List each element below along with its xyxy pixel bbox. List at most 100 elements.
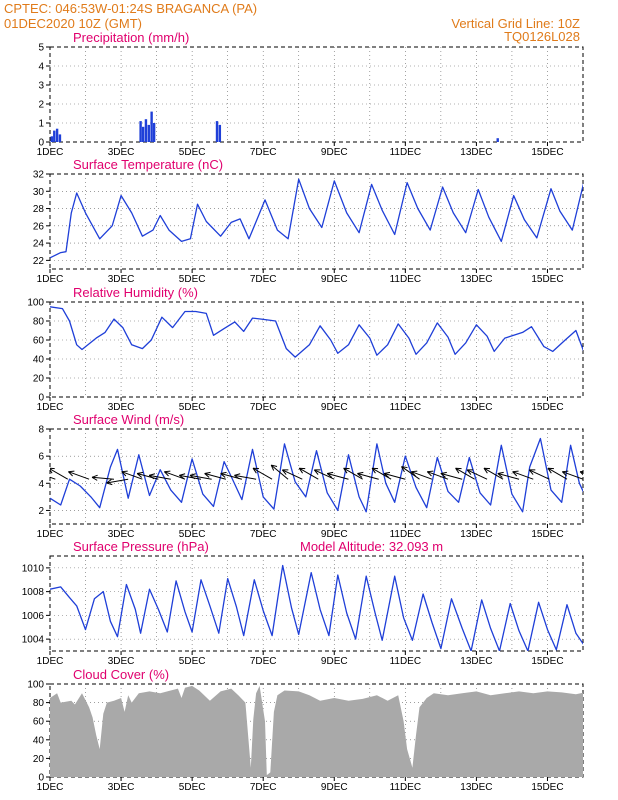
x-tick-label: 11DEC — [390, 402, 422, 413]
y-tick-label: 60 — [33, 336, 45, 347]
precip-bar — [55, 128, 59, 142]
wind-arrow — [121, 470, 143, 480]
y-tick-label: 20 — [33, 374, 45, 385]
x-tick-label: 5DEC — [179, 274, 206, 285]
wind-arrow — [410, 470, 433, 480]
precip-bar — [147, 124, 150, 142]
precip-panel: 0 1 2 3 4 5 1DEC 3DEC 5DEC 7DEC 9DEC 11DEC 13DEC 15DE… — [37, 30, 591, 158]
x-tick-label: 3DEC — [108, 147, 135, 158]
wind-arrow — [440, 471, 463, 480]
x-tick-label: 5DEC — [179, 656, 206, 667]
temp-frame — [49, 173, 584, 270]
x-tick-label: 5DEC — [179, 529, 206, 540]
x-tick-label: 1DEC — [37, 147, 64, 158]
precip-title: Precipitation (mm/h) — [73, 30, 189, 45]
header-datetime: 01DEC2020 10Z (GMT) — [4, 16, 142, 31]
pressure-series-line — [50, 564, 583, 651]
x-tick-label: 15DEC — [531, 782, 563, 793]
y-tick-label: 28 — [33, 204, 45, 215]
wind-arrow — [50, 467, 69, 480]
y-tick-label: 24 — [33, 239, 45, 250]
cloud-title: Cloud Cover (%) — [73, 667, 169, 682]
wind-arrow — [50, 476, 56, 480]
x-tick-label: 3DEC — [108, 782, 135, 793]
x-tick-label: 13DEC — [460, 529, 492, 540]
y-tick-label: 1006 — [22, 611, 45, 622]
wind-arrow — [326, 471, 349, 480]
y-tick-label: 30 — [33, 187, 45, 198]
x-tick-label: 5DEC — [179, 782, 206, 793]
y-tick-label: 0 — [38, 138, 44, 149]
y-tick-label: 3 — [38, 81, 44, 92]
x-tick-label: 11DEC — [390, 782, 422, 793]
x-tick-label: 9DEC — [321, 656, 348, 667]
precip-bar — [215, 121, 219, 142]
wind-arrow — [401, 466, 420, 480]
y-tick-label: 80 — [33, 317, 45, 328]
cloud-cover-area — [50, 685, 583, 777]
y-tick-label: 40 — [33, 355, 45, 366]
x-tick-label: 11DEC — [390, 147, 422, 158]
x-tick-label: 9DEC — [321, 274, 348, 285]
x-tick-label: 5DEC — [179, 402, 206, 413]
wind-arrow — [106, 478, 129, 486]
y-tick-label: 1010 — [22, 563, 45, 574]
y-tick-label: 4 — [38, 479, 44, 490]
x-tick-label: 15DEC — [531, 402, 563, 413]
precip-bar — [58, 134, 62, 142]
x-tick-label: 7DEC — [250, 274, 277, 285]
x-tick-label: 1DEC — [37, 402, 64, 413]
wind-arrow — [483, 467, 504, 480]
wind-arrow — [136, 471, 159, 480]
precip-bar — [589, 121, 591, 142]
x-tick-label: 13DEC — [460, 782, 492, 793]
y-tick-label: 60 — [33, 717, 45, 728]
header-code: TQ0126L028 — [504, 29, 580, 44]
wind-arrow — [383, 471, 406, 480]
rh-title: Relative Humidity (%) — [73, 285, 198, 300]
wind-arrow — [270, 464, 289, 480]
x-tick-label: 9DEC — [321, 782, 348, 793]
x-tick-label: 1DEC — [37, 782, 64, 793]
wind-arrow — [163, 470, 186, 480]
wind-arrow — [466, 469, 488, 480]
x-tick-label: 9DEC — [321, 147, 348, 158]
wind-arrow — [528, 469, 550, 480]
wind-arrow — [91, 474, 115, 481]
y-tick-label: 0 — [38, 773, 44, 784]
rh-series-line — [50, 306, 583, 358]
x-tick-label: 11DEC — [390, 529, 422, 540]
wind-title: Surface Wind (m/s) — [73, 412, 184, 427]
x-tick-label: 15DEC — [531, 274, 563, 285]
pressure-frame — [49, 555, 584, 652]
wind-arrow — [281, 469, 303, 480]
x-tick-label: 13DEC — [460, 147, 492, 158]
x-tick-label: 13DEC — [460, 274, 492, 285]
precip-bar — [218, 124, 222, 142]
x-tick-label: 13DEC — [460, 656, 492, 667]
header-grid-note: Vertical Grid Line: 10Z — [451, 16, 580, 31]
temp-title: Surface Temperature (nC) — [73, 157, 223, 172]
x-tick-label: 1DEC — [37, 274, 64, 285]
temp-panel: 22 24 26 28 30 32 1DEC 3DEC 5DEC 7DEC 9DEC 11DEC 13D… — [33, 157, 584, 285]
precip-bar — [53, 130, 56, 142]
header-location: CPTEC: 046:53W-01:24S BRAGANCA (PA) — [4, 1, 257, 16]
wind-arrow — [313, 469, 335, 480]
x-tick-label: 13DEC — [460, 402, 492, 413]
wind-arrow — [298, 467, 319, 480]
y-tick-label: 8 — [38, 425, 44, 436]
precip-bar — [139, 121, 142, 142]
rh-panel: 0 20 40 60 80 100 1DEC 3DEC 5DEC 7DEC 9DEC 11DEC 13D… — [27, 285, 584, 413]
x-tick-label: 15DEC — [531, 656, 563, 667]
y-tick-label: 20 — [33, 754, 45, 765]
x-tick-label: 3DEC — [108, 274, 135, 285]
y-tick-label: 0 — [38, 393, 44, 404]
wind-arrow — [68, 470, 90, 480]
precip-bar — [144, 119, 148, 142]
y-tick-label: 1004 — [22, 635, 45, 646]
y-tick-label: 22 — [33, 256, 45, 267]
x-tick-label: 7DEC — [250, 656, 277, 667]
y-tick-label: 100 — [27, 680, 44, 691]
precip-bar — [150, 111, 153, 142]
